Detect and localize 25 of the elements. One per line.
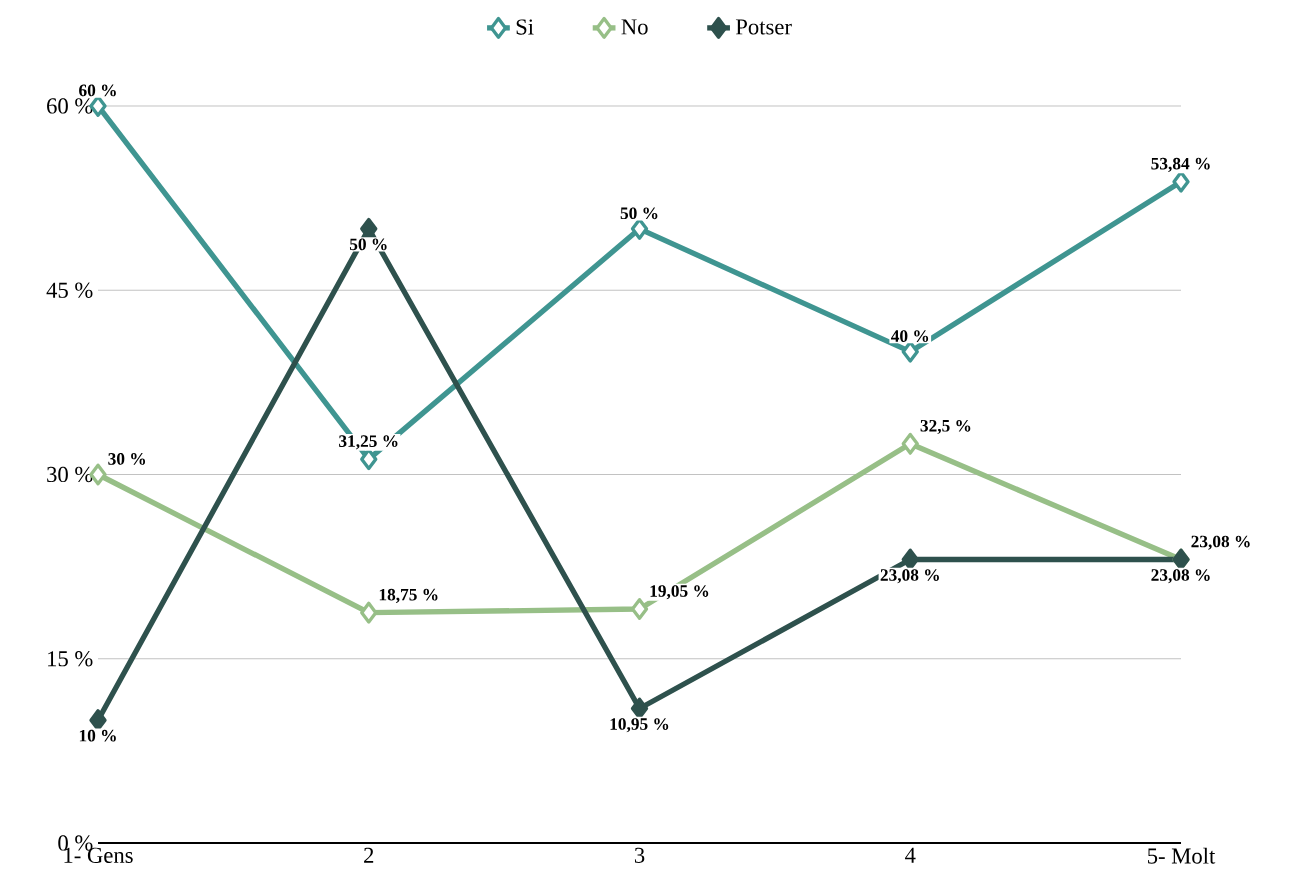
data-label: 50 % — [349, 238, 387, 251]
data-label: 18,75 % — [379, 588, 438, 604]
data-label: 19,05 % — [650, 585, 709, 600]
data-label: 32,5 % — [920, 419, 971, 435]
data-label: 23,08 % — [880, 569, 939, 584]
data-label: 23,08 % — [1151, 569, 1210, 584]
data-label: 53,84 % — [1151, 157, 1210, 172]
data-label: 10 % — [79, 729, 116, 742]
data-label: 60 % — [79, 84, 116, 97]
x-tick-label: 3 — [634, 847, 645, 863]
data-label: 50 % — [620, 207, 658, 220]
y-tick-label: 60 % — [47, 98, 93, 114]
y-tick-label: 15 % — [48, 651, 93, 667]
x-tick-label: 5- Molt — [1148, 847, 1216, 864]
legend-label: Si — [516, 19, 534, 35]
data-label: 10,95 % — [610, 718, 669, 733]
data-label: 40 % — [890, 330, 929, 342]
legend-label: No — [621, 19, 648, 35]
x-tick-label: 4 — [905, 847, 916, 863]
x-tick-label: 2 — [364, 847, 374, 863]
data-label: 31,25 % — [339, 435, 398, 450]
y-tick-label: 45 % — [46, 282, 93, 298]
legend-label: Potser — [735, 19, 792, 35]
data-label: 30 % — [108, 453, 146, 465]
data-label: 23,08 % — [1191, 535, 1250, 550]
